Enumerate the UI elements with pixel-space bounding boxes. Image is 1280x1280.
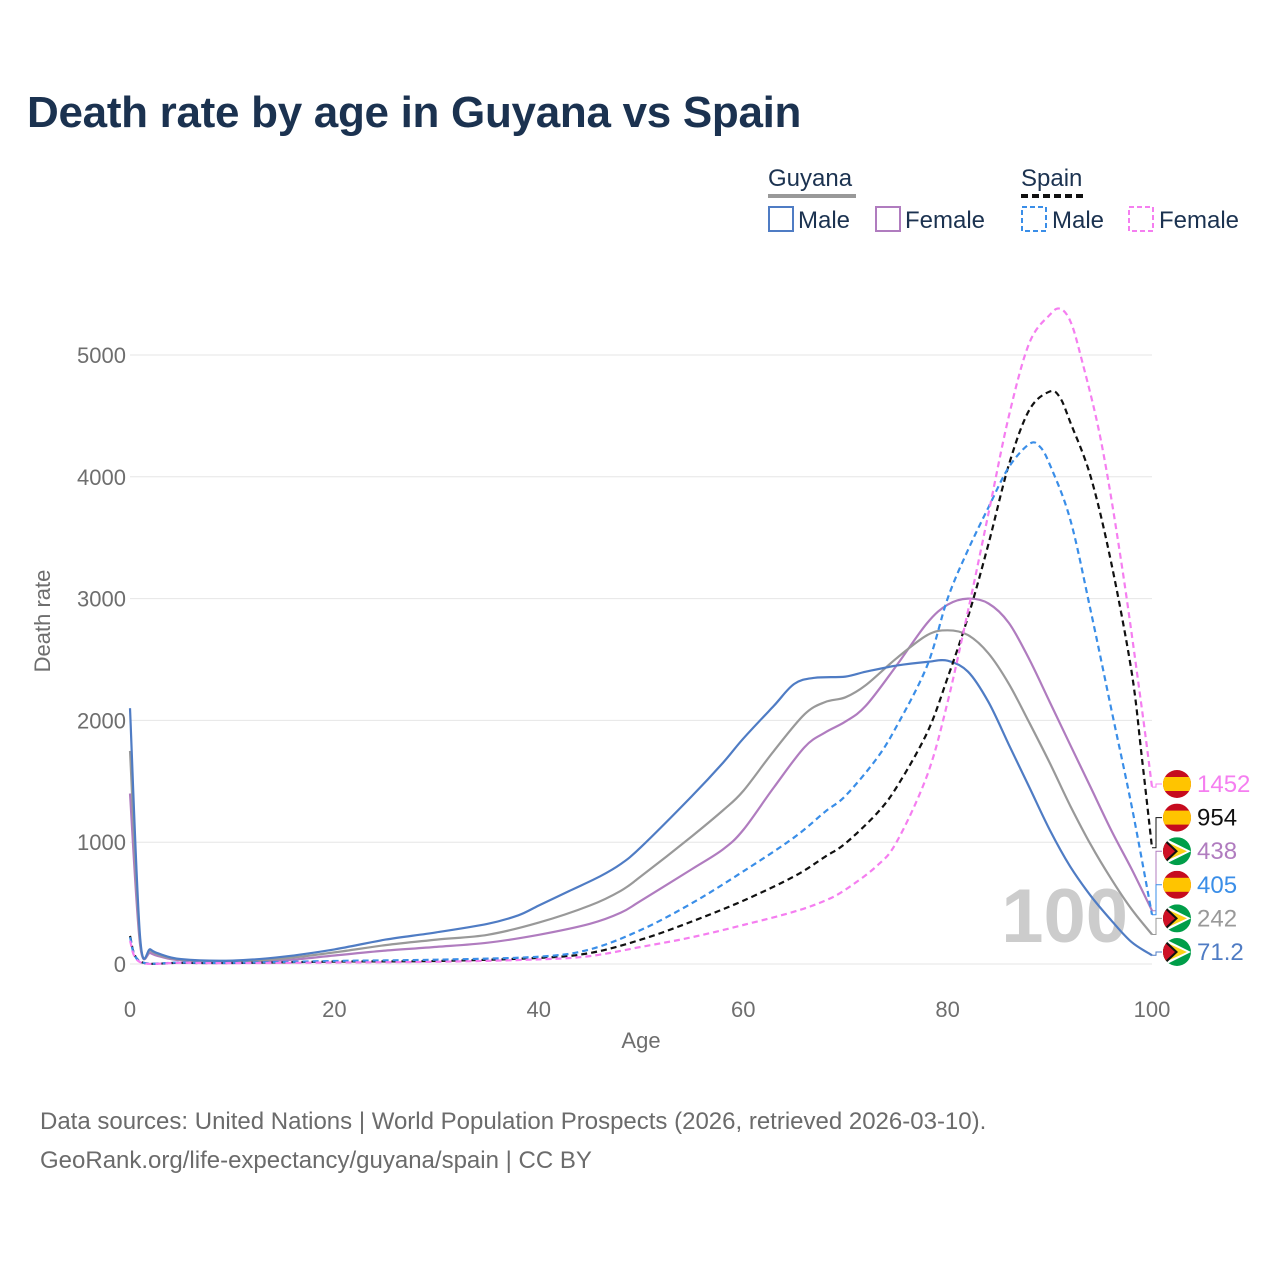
series-line-spain-total[interactable] (128, 389, 1154, 965)
end-label-guyana-male: 71.2 (1197, 939, 1244, 966)
x-axis-label: Age (621, 1028, 660, 1053)
legend-group-guyana[interactable]: Guyana Male Female (768, 165, 985, 234)
y-tick-3000: 3000 (77, 587, 126, 612)
series-line-spain-female[interactable] (128, 307, 1154, 966)
flag-spain-icon (1163, 803, 1191, 832)
legend-group-title-spain: Spain (1021, 165, 1082, 192)
flag-guyana-icon (1163, 904, 1191, 933)
x-tick-80: 80 (935, 997, 959, 1022)
flag-spain-icon (1163, 770, 1191, 798)
y-tick-1000: 1000 (77, 830, 126, 855)
end-labels: 1452 954 438 405 242 71.2 (1152, 770, 1250, 966)
legend-item-spain-female[interactable]: Female (1159, 207, 1239, 234)
legend-group-title-guyana: Guyana (768, 165, 853, 192)
end-connector-guyana-total (1152, 917, 1162, 935)
legend-item-guyana-female[interactable]: Female (905, 207, 985, 234)
end-connector-guyana-male (1152, 951, 1162, 956)
end-label-guyana-total: 242 (1197, 905, 1237, 932)
y-axis-ticks: 0 1000 2000 3000 4000 5000 (77, 343, 126, 977)
end-label-spain-male: 405 (1197, 872, 1237, 899)
legend[interactable]: Guyana Male Female Spain Male Female (768, 165, 1239, 234)
end-connector-spain-male (1152, 884, 1162, 916)
x-tick-0: 0 (124, 997, 136, 1022)
flag-guyana-icon (1163, 837, 1191, 866)
chart-title: Death rate by age in Guyana vs Spain (27, 88, 802, 137)
end-connector-guyana-female (1152, 850, 1162, 912)
end-label-spain-total: 954 (1197, 805, 1237, 832)
end-connector-spain-female (1152, 783, 1162, 788)
series-line-guyana-female[interactable] (128, 597, 1153, 963)
x-tick-100: 100 (1134, 997, 1171, 1022)
end-label-spain-female: 1452 (1197, 771, 1250, 798)
series-line-guyana-male[interactable] (128, 659, 1153, 962)
y-tick-5000: 5000 (77, 343, 126, 368)
source-note: Data sources: United Nations | World Pop… (40, 1108, 987, 1135)
chart-series (128, 307, 1154, 966)
end-label-guyana-female: 438 (1197, 838, 1237, 865)
flag-spain-icon (1163, 870, 1191, 899)
x-tick-40: 40 (527, 997, 551, 1022)
legend-item-guyana-male[interactable]: Male (798, 207, 850, 234)
legend-swatch-guyana-male (768, 206, 794, 232)
legend-swatch-spain-male (1021, 206, 1047, 232)
x-tick-60: 60 (731, 997, 755, 1022)
y-axis-label: Death rate (30, 570, 55, 673)
legend-swatch-spain-female (1128, 206, 1154, 232)
y-tick-4000: 4000 (77, 465, 126, 490)
series-line-guyana-total[interactable] (128, 629, 1153, 963)
chart-gridlines (130, 354, 1152, 965)
legend-group-spain[interactable]: Spain Male Female (1021, 165, 1239, 234)
end-connector-spain-total (1152, 817, 1162, 849)
source-link[interactable]: GeoRank.org/life-expectancy/guyana/spain… (40, 1147, 592, 1174)
series-line-spain-male[interactable] (128, 441, 1154, 965)
x-axis-ticks: 0 20 40 60 80 100 (124, 997, 1170, 1022)
y-tick-2000: 2000 (77, 708, 126, 733)
legend-swatch-guyana-female (875, 206, 901, 232)
x-tick-20: 20 (322, 997, 346, 1022)
y-tick-0: 0 (114, 952, 126, 977)
legend-item-spain-male[interactable]: Male (1052, 207, 1104, 234)
flag-guyana-icon (1163, 938, 1191, 966)
